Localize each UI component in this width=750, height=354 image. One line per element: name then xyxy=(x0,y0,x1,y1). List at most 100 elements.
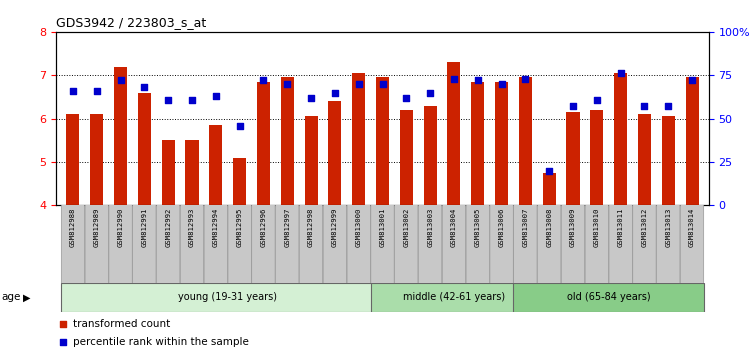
FancyBboxPatch shape xyxy=(109,205,132,284)
Text: GSM812988: GSM812988 xyxy=(70,208,76,247)
Point xyxy=(328,90,340,96)
Point xyxy=(281,81,293,87)
Text: GSM812994: GSM812994 xyxy=(213,208,219,247)
Text: transformed count: transformed count xyxy=(73,319,170,329)
Bar xyxy=(370,283,537,312)
Point xyxy=(400,95,412,101)
Text: GSM812992: GSM812992 xyxy=(165,208,171,247)
Text: GSM813004: GSM813004 xyxy=(451,208,457,247)
FancyBboxPatch shape xyxy=(538,205,561,284)
Point xyxy=(424,90,436,96)
Bar xyxy=(514,283,704,312)
FancyBboxPatch shape xyxy=(419,205,442,284)
Bar xyxy=(400,110,412,205)
Point xyxy=(210,93,222,99)
FancyBboxPatch shape xyxy=(514,205,537,284)
Text: GSM813005: GSM813005 xyxy=(475,208,481,247)
FancyBboxPatch shape xyxy=(370,205,394,284)
Point xyxy=(57,339,69,344)
FancyBboxPatch shape xyxy=(442,205,466,284)
Bar xyxy=(114,67,127,205)
FancyBboxPatch shape xyxy=(561,205,585,284)
Text: GSM812995: GSM812995 xyxy=(236,208,242,247)
Bar xyxy=(61,283,394,312)
Bar xyxy=(448,62,460,205)
Bar xyxy=(638,114,651,205)
FancyBboxPatch shape xyxy=(347,205,370,284)
Point xyxy=(115,78,127,83)
Text: GSM812991: GSM812991 xyxy=(141,208,147,247)
Text: young (19-31 years): young (19-31 years) xyxy=(178,292,278,302)
Bar xyxy=(162,140,175,205)
Text: old (65-84 years): old (65-84 years) xyxy=(567,292,650,302)
Point xyxy=(567,104,579,109)
Bar xyxy=(519,78,532,205)
Point xyxy=(186,97,198,102)
Point xyxy=(305,95,317,101)
Text: GSM813010: GSM813010 xyxy=(594,208,600,247)
Point xyxy=(91,88,103,94)
Text: GSM812999: GSM812999 xyxy=(332,208,338,247)
Bar xyxy=(662,116,675,205)
Text: percentile rank within the sample: percentile rank within the sample xyxy=(73,337,248,347)
Text: GSM812997: GSM812997 xyxy=(284,208,290,247)
Point xyxy=(257,78,269,83)
Text: GSM813013: GSM813013 xyxy=(665,208,671,247)
FancyBboxPatch shape xyxy=(466,205,490,284)
FancyBboxPatch shape xyxy=(490,205,513,284)
Text: GSM812990: GSM812990 xyxy=(118,208,124,247)
FancyBboxPatch shape xyxy=(85,205,109,284)
Bar xyxy=(66,114,80,205)
Text: GSM813009: GSM813009 xyxy=(570,208,576,247)
FancyBboxPatch shape xyxy=(204,205,227,284)
Bar xyxy=(471,82,484,205)
Point xyxy=(352,81,364,87)
Text: GSM813007: GSM813007 xyxy=(523,208,529,247)
Point xyxy=(472,78,484,83)
Text: GSM813001: GSM813001 xyxy=(380,208,386,247)
Bar xyxy=(614,73,627,205)
Bar xyxy=(424,105,436,205)
FancyBboxPatch shape xyxy=(299,205,322,284)
FancyBboxPatch shape xyxy=(252,205,275,284)
Text: GSM813008: GSM813008 xyxy=(546,208,552,247)
Text: GSM812989: GSM812989 xyxy=(94,208,100,247)
Bar xyxy=(566,112,580,205)
Point xyxy=(57,321,69,327)
Bar xyxy=(304,116,317,205)
Point xyxy=(496,81,508,87)
Bar xyxy=(280,78,294,205)
Point xyxy=(591,97,603,102)
FancyBboxPatch shape xyxy=(323,205,346,284)
Bar xyxy=(495,82,508,205)
Bar xyxy=(686,78,699,205)
Bar xyxy=(233,158,246,205)
Text: age: age xyxy=(2,292,21,302)
Bar xyxy=(328,101,341,205)
Bar xyxy=(209,125,222,205)
Text: GSM812993: GSM812993 xyxy=(189,208,195,247)
Bar xyxy=(376,78,389,205)
Point xyxy=(162,97,174,102)
FancyBboxPatch shape xyxy=(656,205,680,284)
FancyBboxPatch shape xyxy=(275,205,299,284)
Point xyxy=(638,104,650,109)
FancyBboxPatch shape xyxy=(633,205,656,284)
Bar xyxy=(185,140,199,205)
Text: GSM813012: GSM813012 xyxy=(641,208,647,247)
Text: GSM812998: GSM812998 xyxy=(308,208,314,247)
FancyBboxPatch shape xyxy=(585,205,608,284)
Point xyxy=(448,76,460,81)
Bar xyxy=(590,110,603,205)
Point xyxy=(138,85,150,90)
Point xyxy=(543,168,555,173)
Point xyxy=(67,88,79,94)
Bar xyxy=(90,114,104,205)
Point xyxy=(520,76,532,81)
Text: GSM813011: GSM813011 xyxy=(618,208,624,247)
Bar xyxy=(352,73,365,205)
Text: GSM813000: GSM813000 xyxy=(356,208,362,247)
FancyBboxPatch shape xyxy=(228,205,251,284)
FancyBboxPatch shape xyxy=(680,205,703,284)
Text: GDS3942 / 223803_s_at: GDS3942 / 223803_s_at xyxy=(56,16,206,29)
